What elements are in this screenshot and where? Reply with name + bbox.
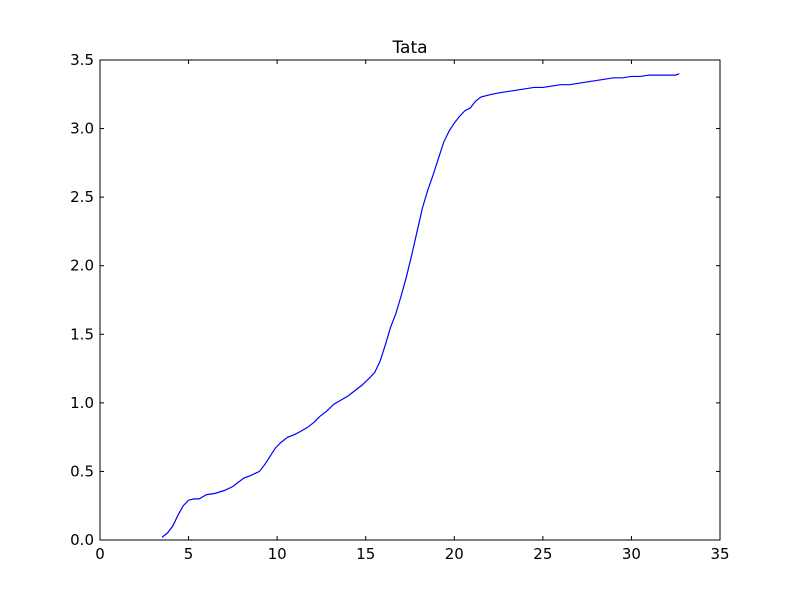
plot-area-frame [99, 59, 721, 541]
chart-title: Tata [391, 38, 427, 58]
x-tick-label: 10 [268, 545, 287, 563]
data-series-line [161, 73, 680, 538]
y-tick-label: 1.5 [70, 325, 94, 343]
y-tick-label: 1.0 [70, 394, 94, 412]
y-tick-label: 2.0 [70, 257, 94, 275]
y-tick-label: 3.5 [70, 51, 94, 69]
y-axis-ticks: 0.0 0.5 1.0 1.5 2.0 2.5 3.0 3.5 [70, 51, 720, 549]
x-tick-label: 5 [184, 545, 194, 563]
y-tick-label: 2.5 [70, 188, 94, 206]
x-tick-label: 15 [356, 545, 375, 563]
x-tick-label: 20 [445, 545, 464, 563]
y-tick-label: 0.5 [70, 462, 94, 480]
x-tick-label: 25 [533, 545, 552, 563]
x-tick-label: 30 [622, 545, 641, 563]
y-tick-label: 3.0 [70, 120, 94, 138]
y-tick-label: 0.0 [70, 531, 94, 549]
x-tick-label: 0 [95, 545, 105, 563]
x-axis-ticks: 0 5 10 15 20 25 30 35 [95, 60, 730, 563]
x-tick-label: 35 [710, 545, 729, 563]
